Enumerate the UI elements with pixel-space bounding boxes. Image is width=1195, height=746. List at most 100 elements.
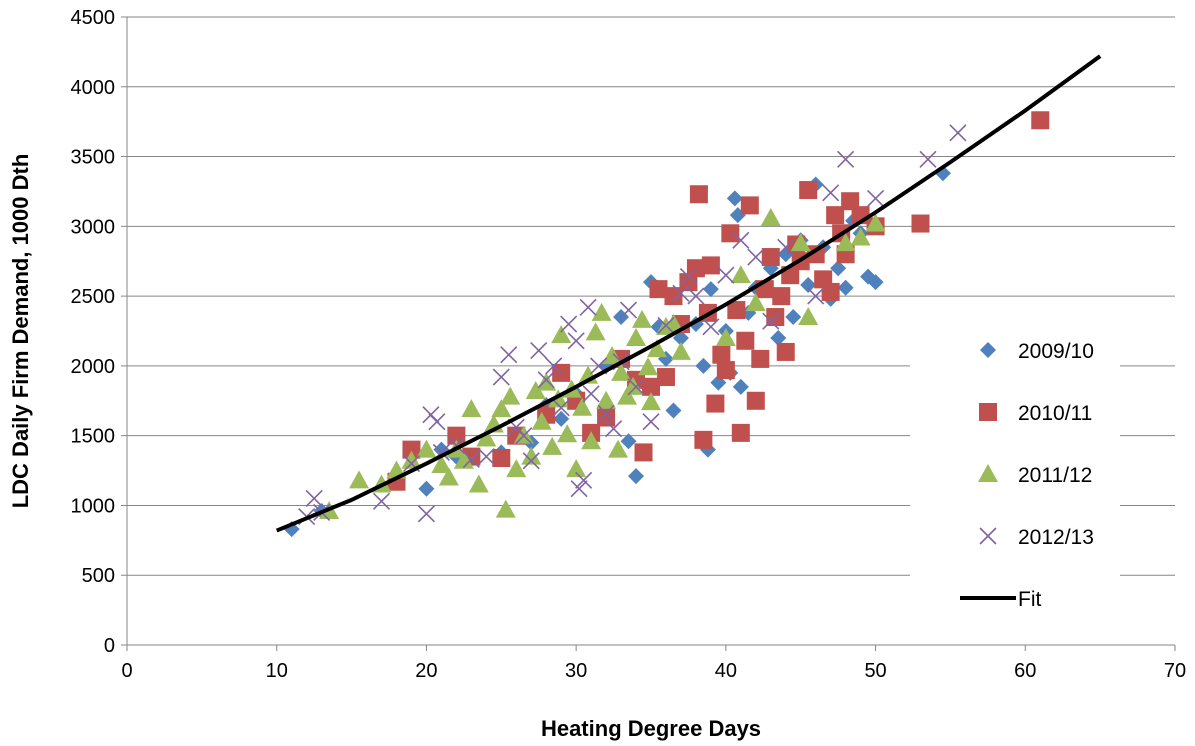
- data-point-square: [821, 282, 840, 301]
- data-point-triangle: [536, 372, 557, 391]
- x-tick-label: 20: [415, 660, 437, 682]
- data-point-triangle: [491, 399, 512, 418]
- legend-item: 2011/12: [978, 464, 1092, 487]
- x-axis-title: Heating Degree Days: [541, 716, 761, 741]
- data-point-triangle: [835, 233, 856, 252]
- data-point-triangle: [551, 325, 572, 344]
- y-tick-label: 2000: [71, 356, 116, 378]
- x-tick-label: 60: [1014, 660, 1036, 682]
- data-point-diamond: [732, 378, 749, 395]
- data-point-triangle: [865, 213, 886, 232]
- data-point-triangle: [531, 411, 552, 430]
- data-point-x: [545, 357, 563, 375]
- data-point-triangle: [760, 207, 781, 226]
- data-point-x: [919, 150, 937, 168]
- data-point-square: [721, 224, 740, 243]
- data-point-x: [597, 404, 615, 422]
- data-point-square: [402, 440, 421, 459]
- fit-line: [275, 54, 1102, 533]
- data-point-x: [522, 452, 540, 470]
- legend-swatch-x: [979, 527, 997, 545]
- legend-label: Fit: [1018, 588, 1041, 611]
- legend-label: 2011/12: [1018, 464, 1092, 487]
- data-point-x: [567, 332, 585, 350]
- data-point-square: [746, 391, 765, 410]
- data-point-x: [492, 368, 510, 386]
- data-point-x: [477, 448, 495, 466]
- legend-item: 2009/10: [980, 340, 1094, 363]
- data-point-triangle: [596, 390, 617, 409]
- data-point-x: [762, 312, 780, 330]
- legend-background: [910, 310, 1120, 620]
- legend-swatch-triangle: [978, 464, 998, 482]
- legend-label: 2010/11: [1018, 402, 1092, 425]
- legend-label: 2009/10: [1018, 340, 1094, 363]
- data-point-square: [727, 301, 746, 320]
- legend: 2009/10 2010/11 2011/12 2012/13 Fit: [910, 310, 1120, 620]
- data-point-triangle: [626, 327, 647, 346]
- x-tick-label: 50: [864, 660, 886, 682]
- data-point-x: [462, 450, 480, 468]
- y-tick-label: 3500: [71, 147, 116, 169]
- data-point-x: [687, 287, 705, 305]
- data-point-diamond: [695, 357, 712, 374]
- series-layer: [275, 54, 1102, 538]
- data-point-triangle: [461, 399, 482, 418]
- data-point-x: [717, 266, 735, 284]
- data-point-square: [772, 287, 791, 306]
- data-point-x: [428, 413, 446, 431]
- data-point-triangle: [602, 346, 623, 365]
- data-point-triangle: [525, 381, 546, 400]
- data-point-triangle: [468, 474, 489, 493]
- data-point-square: [736, 331, 755, 350]
- y-tick-label: 500: [82, 565, 115, 587]
- legend-item: 2012/13: [979, 526, 1094, 549]
- data-point-triangle: [566, 459, 587, 478]
- data-point-triangle: [591, 302, 612, 321]
- data-point-x: [642, 413, 660, 431]
- data-point-diamond: [770, 329, 787, 346]
- data-point-square: [826, 206, 845, 225]
- y-tick-label: 2500: [71, 286, 116, 308]
- data-point-square: [751, 349, 770, 368]
- legend-swatch-square: [979, 403, 997, 421]
- data-point-triangle: [416, 439, 437, 458]
- y-axis-title: LDC Daily Firm Demand, 1000 Dth: [8, 154, 33, 509]
- y-tick-label: 4000: [71, 77, 116, 99]
- data-point-triangle: [623, 376, 644, 395]
- data-point-triangle: [798, 307, 819, 326]
- axes: [121, 16, 1176, 651]
- data-point-triangle: [572, 397, 593, 416]
- data-point-square: [664, 287, 683, 306]
- data-point-x: [372, 492, 391, 510]
- data-point-square: [776, 342, 795, 361]
- data-point-x: [807, 287, 825, 305]
- data-point-x: [582, 385, 600, 403]
- data-point-diamond: [553, 410, 570, 427]
- data-point-square: [694, 430, 713, 449]
- data-point-triangle: [542, 436, 563, 455]
- data-point-x: [702, 318, 720, 336]
- data-point-square: [716, 361, 735, 380]
- data-point-x: [619, 301, 638, 319]
- data-point-diamond: [800, 276, 817, 293]
- data-point-triangle: [646, 339, 667, 358]
- data-point-triangle: [670, 341, 691, 360]
- y-tick-label: 1000: [71, 495, 116, 517]
- data-point-triangle: [608, 439, 629, 458]
- data-point-x: [560, 315, 578, 333]
- data-point-square: [642, 377, 660, 396]
- data-point-x: [672, 284, 690, 302]
- legend-label: 2012/13: [1018, 526, 1094, 549]
- data-point-triangle: [495, 499, 516, 518]
- data-point-triangle: [557, 424, 578, 443]
- data-point-x: [732, 231, 750, 249]
- y-tick-label: 4500: [71, 7, 116, 29]
- legend-swatch-diamond: [980, 342, 996, 358]
- data-point-square: [740, 196, 759, 215]
- tick-labels: 0 500 1000 1500 2000 2500 3000 3500 4000 4500 0 10 2…: [71, 7, 1187, 682]
- data-point-x: [500, 346, 518, 364]
- data-point-triangle: [641, 392, 661, 411]
- data-point-diamond: [726, 190, 743, 207]
- data-point-triangle: [453, 450, 474, 469]
